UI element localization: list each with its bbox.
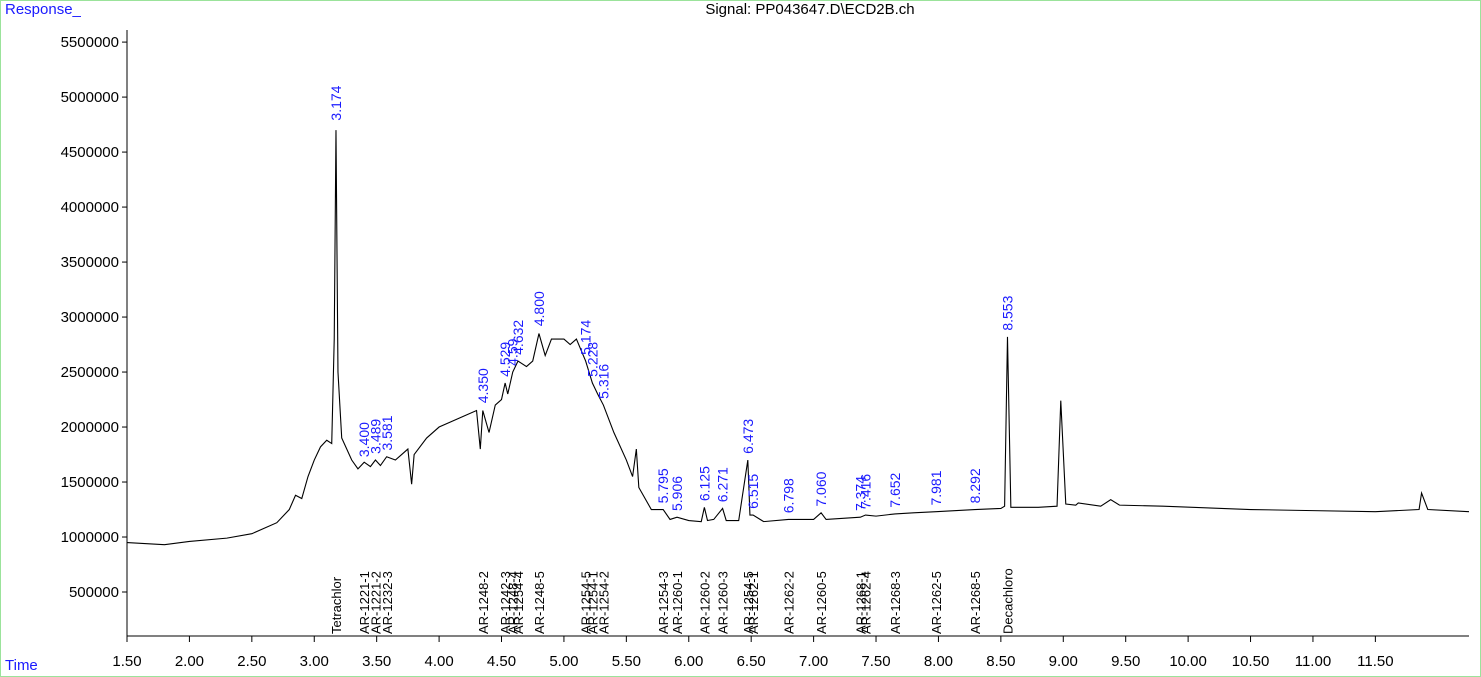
peak-label: 5.906 [669,476,685,511]
compound-label: AR-1260-5 [814,571,829,634]
peak-label: 7.060 [813,471,829,506]
x-tick-label: 3.50 [362,653,391,670]
peak-label: 6.515 [745,474,761,509]
compound-label: AR-1248-2 [476,571,491,634]
compound-label: AR-1260-1 [670,571,685,634]
x-axis-label: Time [5,657,38,674]
x-tick-label: 4.50 [487,653,516,670]
peak-label: 5.174 [578,320,594,355]
peak-label: 4.632 [510,320,526,355]
peak-label: 6.271 [715,467,731,502]
y-tick-label: 3500000 [61,254,119,271]
x-tick-label: 6.50 [737,653,766,670]
x-tick-label: 7.50 [861,653,890,670]
peak-label: 4.529 [497,342,513,377]
compound-label: AR-1221-1 [357,571,372,634]
peak-label: 3.400 [356,422,372,457]
peak-label: 7.652 [887,472,903,507]
x-tick-label: 6.00 [674,653,703,670]
y-axis-label: Response_ [5,1,82,18]
compound-label: AR-1268-3 [888,571,903,634]
x-tick-label: 1.50 [112,653,141,670]
y-tick-label: 5500000 [61,34,119,51]
compound-label: AR-1262-5 [929,571,944,634]
compound-label: AR-1260-2 [697,571,712,634]
peak-label: 4.350 [475,368,491,403]
y-tick-label: 4000000 [61,199,119,216]
compound-label: AR-1254-1 [585,571,600,634]
signal-line [126,130,1470,546]
compound-label: Tetrachlor [329,576,344,634]
peak-label: 3.174 [328,85,344,120]
compound-label: AR-1248-4 [506,571,521,634]
peak-label: 6.798 [780,478,796,513]
compound-label: AR-1254-5 [579,571,594,634]
peak-label: 7.374 [852,476,868,511]
x-tick-label: 2.50 [237,653,266,670]
x-tick-label: 2.00 [175,653,204,670]
compound-label: AR-1262-2 [781,571,796,634]
chart-title: Signal: PP043647.D\ECD2B.ch [705,1,914,18]
x-tick-label: 4.00 [424,653,453,670]
x-tick-label: 8.50 [986,653,1015,670]
peak-label: 8.292 [967,468,983,503]
compound-label: AR-1268-5 [968,571,983,634]
peak-label: 6.125 [696,466,712,501]
y-tick-label: 1000000 [61,529,119,546]
compound-label: AR-1262-1 [746,571,761,634]
x-tick-label: 9.00 [1049,653,1078,670]
compound-label: Decachloro [1000,568,1015,634]
peak-label: 5.228 [584,342,600,377]
y-tick-label: 3000000 [61,309,119,326]
peak-label: 7.981 [928,470,944,505]
x-tick-label: 10.00 [1169,653,1207,670]
y-tick-label: 4500000 [61,144,119,161]
compound-label: AR-1254-2 [596,571,611,634]
x-tick-label: 11.50 [1357,653,1393,670]
x-tick-label: 7.00 [799,653,828,670]
compound-label: AR-1242-3 [498,571,513,634]
y-tick-label: 2500000 [61,364,119,381]
peak-label: 3.489 [367,419,383,454]
compound-label: AR-1254-5 [741,571,756,634]
compound-label: AR-1221-2 [368,571,383,634]
peak-label: 4.800 [531,291,547,326]
compound-label: AR-1248-5 [532,571,547,634]
peak-label: 5.316 [595,364,611,399]
peak-label: 6.473 [740,419,756,454]
x-tick-label: 5.50 [612,653,641,670]
x-tick-label: 8.00 [924,653,953,670]
x-tick-label: 9.50 [1111,653,1140,670]
y-tick-label: 500000 [69,584,119,601]
peak-label: 8.553 [999,295,1015,330]
y-tick-label: 1500000 [61,474,119,491]
peak-label: 4.59 [505,338,521,365]
x-tick-label: 3.00 [300,653,329,670]
y-tick-label: 2000000 [61,419,119,436]
peak-label: 3.581 [379,415,395,450]
x-tick-label: 5.00 [549,653,578,670]
compound-label: AR-1232-3 [380,571,395,634]
compound-label: AR-1262-4 [859,571,874,634]
peak-label: 5.795 [655,468,671,503]
x-tick-label: 11.00 [1295,653,1331,670]
peak-label: 7.416 [858,474,874,509]
compound-label: AR-1260-3 [716,571,731,634]
compound-label: AR-1268-1 [853,571,868,634]
x-tick-label: 10.50 [1232,653,1270,670]
compound-label: AR-1254-3 [656,571,671,634]
y-tick-label: 5000000 [61,89,119,106]
compound-label: AR-1254-4 [511,571,526,634]
